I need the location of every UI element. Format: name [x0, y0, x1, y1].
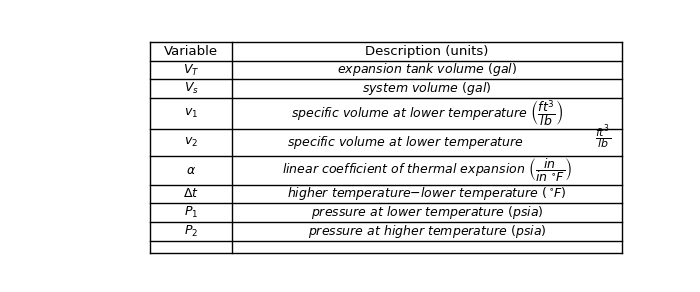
Text: $\mathit{expansion\ tank\ volume\ (gal)}$: $\mathit{expansion\ tank\ volume\ (gal)}… — [337, 61, 517, 79]
Text: $\mathit{system\ volume\ (gal)}$: $\mathit{system\ volume\ (gal)}$ — [363, 80, 492, 97]
Text: $\mathit{pressure\ at\ higher\ temperature\ (psia)}$: $\mathit{pressure\ at\ higher\ temperatu… — [308, 223, 547, 240]
Text: $\dfrac{ft^3}{lb}$: $\dfrac{ft^3}{lb}$ — [595, 124, 611, 152]
Text: $\mathit{pressure\ at\ lower\ temperature\ (psia)}$: $\mathit{pressure\ at\ lower\ temperatur… — [311, 204, 543, 221]
Text: $\mathit{specific\ volume\ at\ lower\ temperature}\ \left(\dfrac{ft^3}{lb}\right: $\mathit{specific\ volume\ at\ lower\ te… — [291, 98, 564, 129]
Text: $\mathit{specific\ volume\ at\ lower\ temperature}$: $\mathit{specific\ volume\ at\ lower\ te… — [287, 134, 524, 151]
Text: $v_1$: $v_1$ — [184, 107, 198, 120]
Text: $\mathit{linear\ coefficient\ of\ thermal\ expansion}\ \left(\dfrac{in}{in\,{^\c: $\mathit{linear\ coefficient\ of\ therma… — [282, 157, 573, 185]
Text: $\Delta t$: $\Delta t$ — [183, 187, 199, 200]
Text: $V_T$: $V_T$ — [183, 62, 200, 77]
Text: $P_1$: $P_1$ — [184, 205, 198, 220]
Text: $P_2$: $P_2$ — [184, 224, 198, 239]
Text: $\alpha$: $\alpha$ — [186, 164, 196, 177]
Text: $V_s$: $V_s$ — [183, 81, 199, 96]
Text: $\mathit{higher\ temperature} \mathit{-} \mathit{lower\ temperature}\ ({^\circ\!: $\mathit{higher\ temperature} \mathit{-}… — [287, 185, 567, 202]
Text: Variable: Variable — [164, 45, 218, 58]
Text: Description (units): Description (units) — [365, 45, 489, 58]
Text: $v_2$: $v_2$ — [184, 136, 198, 149]
